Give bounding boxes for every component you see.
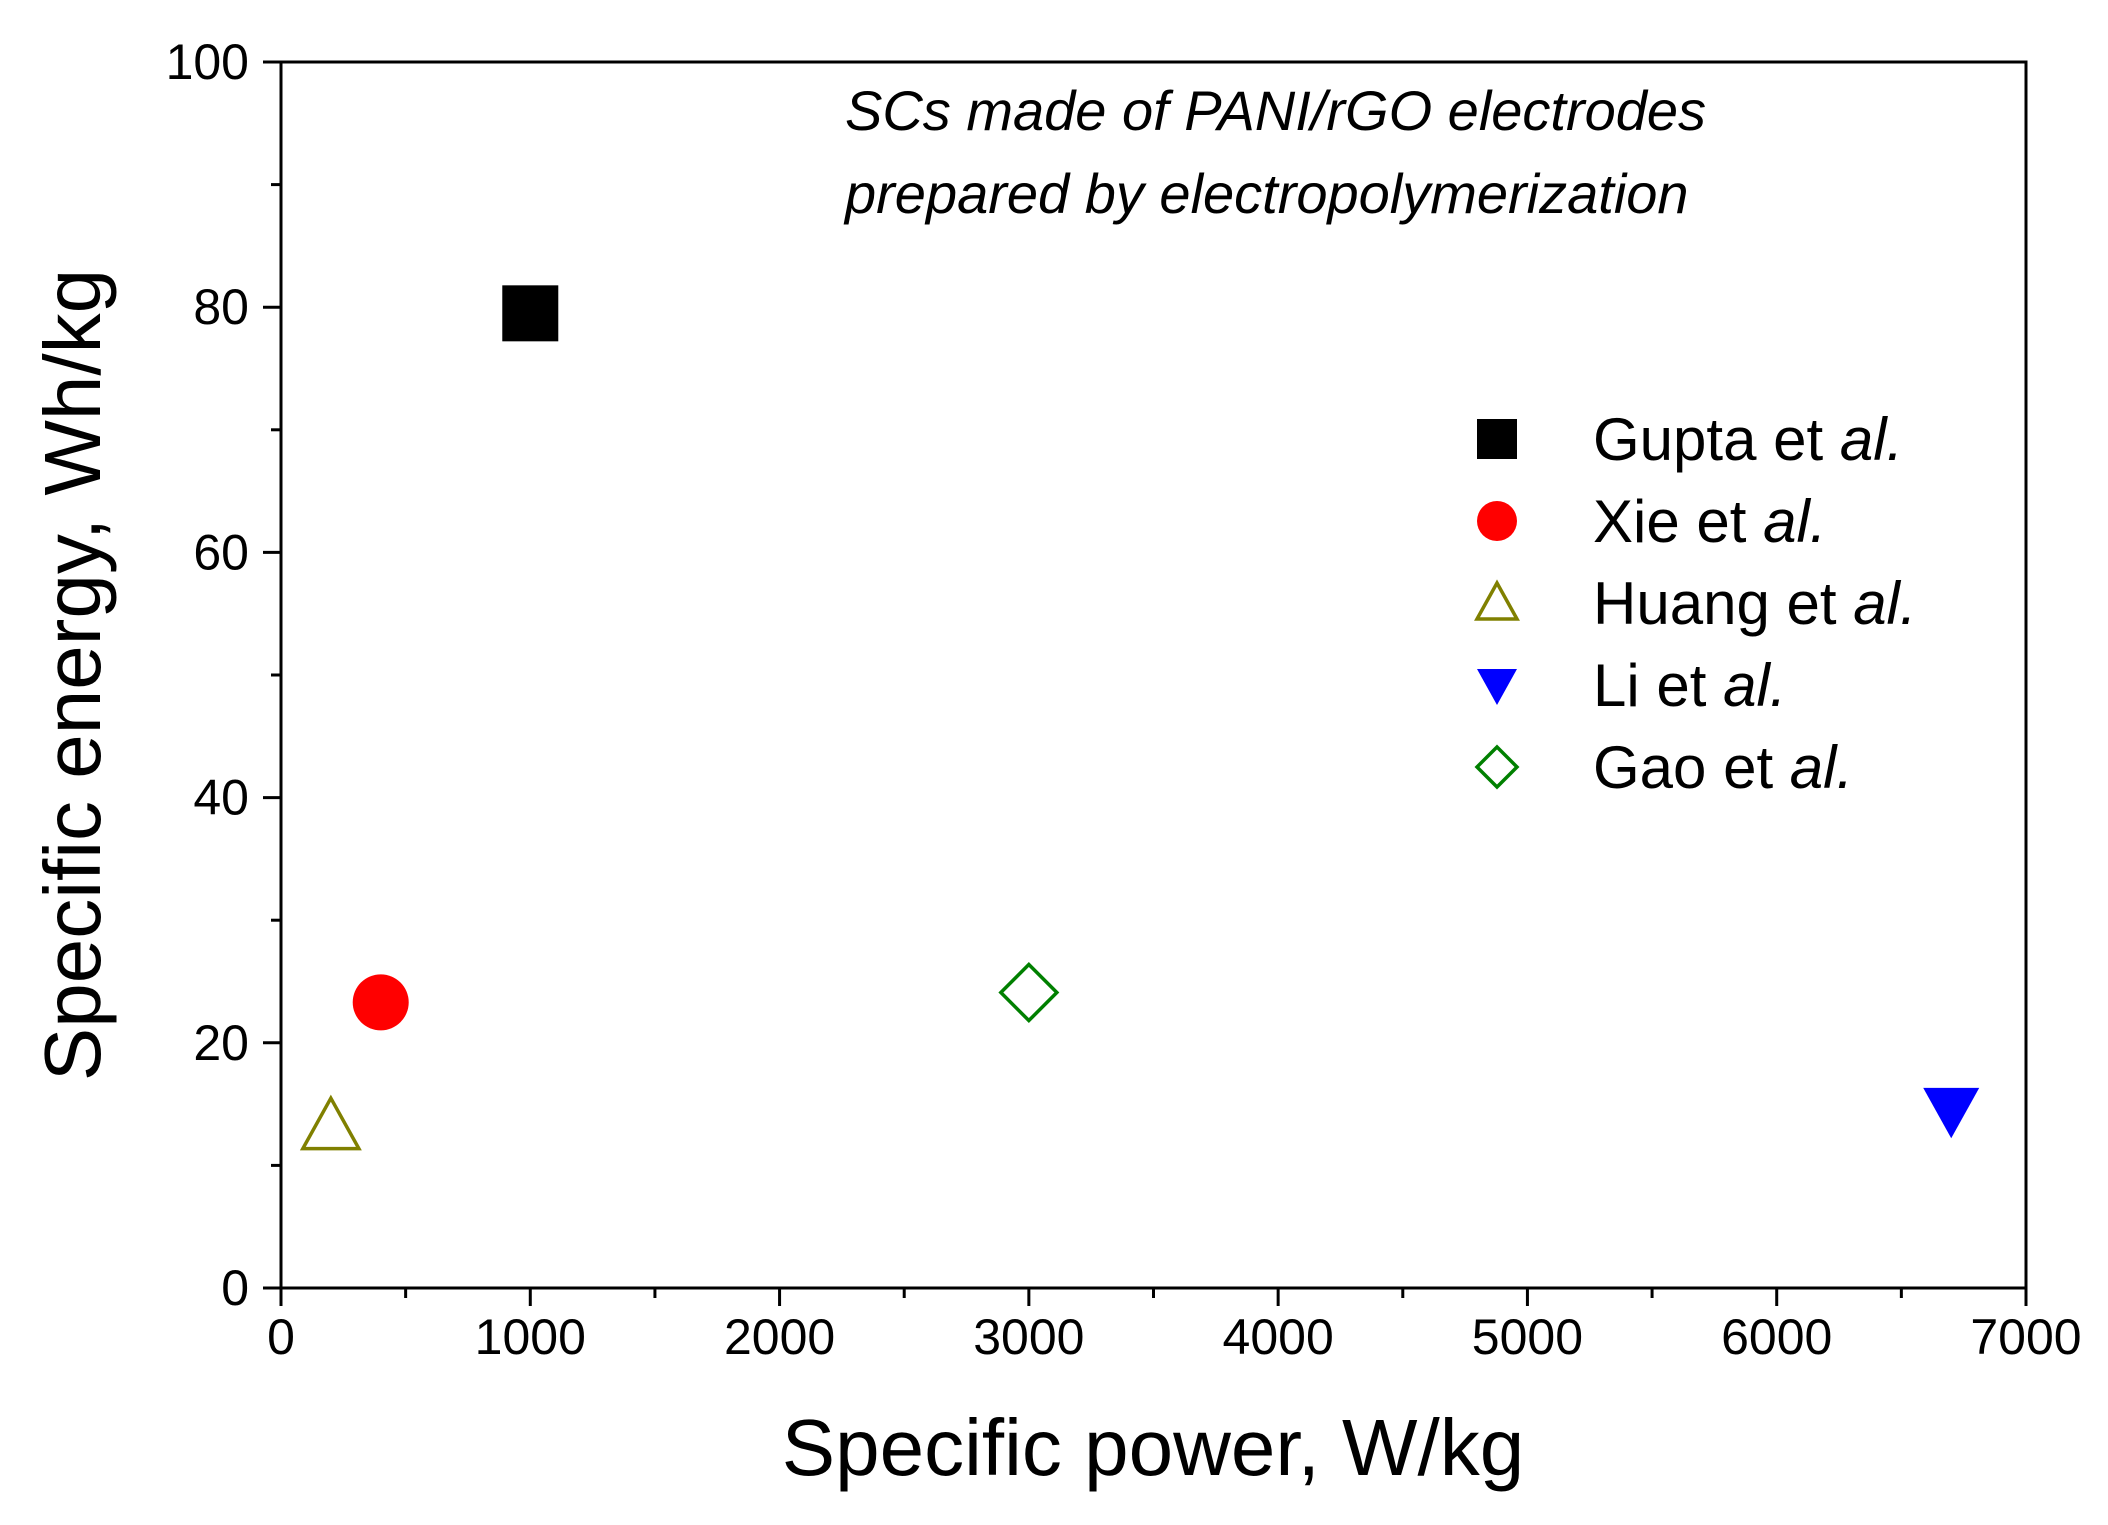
data-point — [998, 962, 1060, 1024]
axis-tick-labels: 0 1000 2000 3000 4000 5000 6000 7000 0 20 40 60 80 10… — [166, 34, 2082, 1365]
annotation-line-2: prepared by electropolymerization — [843, 162, 1689, 225]
annotation-line-1: SCs made of PANI/rGO electrodes — [845, 79, 1706, 142]
x-axis-title: Specific power, W/kg — [782, 1403, 1525, 1492]
y-tick-label: 60 — [193, 524, 249, 580]
legend-label: Gao et al. — [1593, 734, 1853, 801]
y-tick-label: 80 — [193, 279, 249, 335]
legend-label: Xie et al. — [1593, 488, 1826, 555]
legend-label: Huang et al. — [1593, 570, 1917, 637]
y-tick-label: 100 — [166, 34, 249, 90]
x-tick-label: 4000 — [1223, 1309, 1334, 1365]
data-points — [299, 285, 1980, 1151]
legend-marker — [1474, 744, 1520, 790]
y-axis-title: Specific energy, Wh/kg — [28, 269, 117, 1081]
y-tick-label: 40 — [193, 770, 249, 826]
data-point — [352, 974, 409, 1031]
legend-marker — [1477, 501, 1517, 541]
axis-ticks — [263, 60, 2028, 1306]
legend-label: Gupta et al. — [1593, 406, 1903, 473]
x-tick-label: 6000 — [1721, 1309, 1832, 1365]
x-tick-label: 2000 — [724, 1309, 835, 1365]
x-tick-label: 1000 — [475, 1309, 586, 1365]
x-tick-label: 0 — [267, 1309, 295, 1365]
x-tick-label: 3000 — [973, 1309, 1084, 1365]
legend-marker — [1477, 669, 1517, 705]
y-tick-label: 0 — [221, 1260, 249, 1316]
x-tick-label: 5000 — [1472, 1309, 1583, 1365]
x-tick-label: 7000 — [1970, 1309, 2081, 1365]
data-point — [299, 1094, 362, 1151]
data-point — [1923, 1087, 1980, 1139]
legend-label: Li et al. — [1593, 652, 1786, 719]
legend-marker — [1474, 579, 1520, 621]
legend-marker — [1477, 419, 1517, 459]
y-tick-label: 20 — [193, 1015, 249, 1071]
data-point — [502, 285, 559, 342]
legend: Gupta et al. Xie et al. Huang et al. Li et … — [1474, 406, 1917, 801]
